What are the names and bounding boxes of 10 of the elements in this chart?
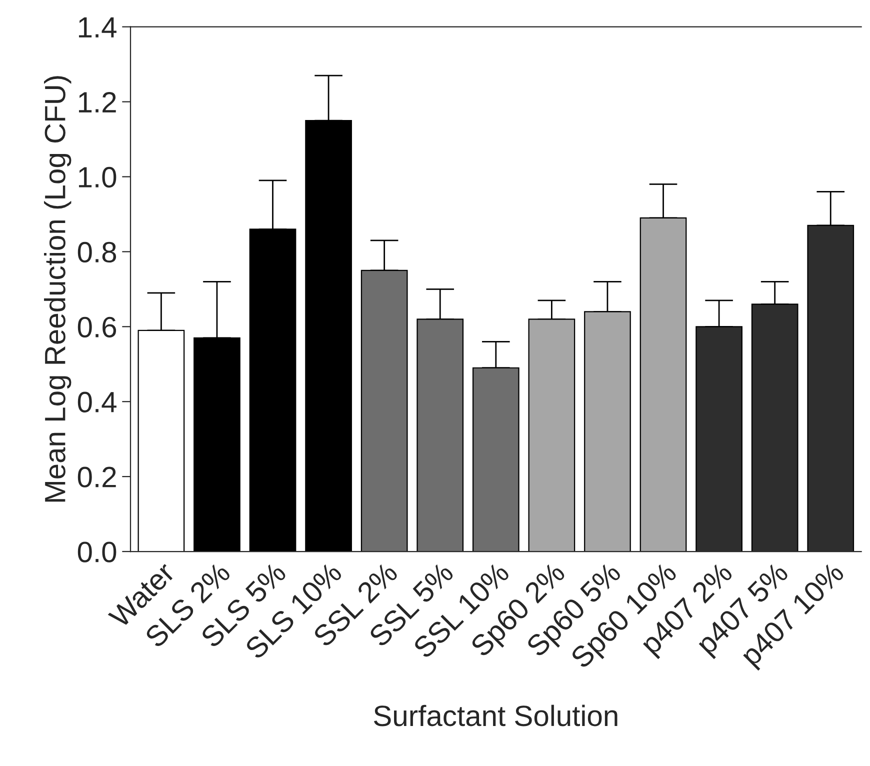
y-tick-label: 1.4 xyxy=(78,17,116,38)
y-tick-label: 0.4 xyxy=(78,392,116,412)
y-axis-title: Mean Log Reeduction (Log CFU) xyxy=(44,76,72,502)
y-tick-label: 1.2 xyxy=(78,92,116,112)
y-tick-label: 1.0 xyxy=(78,166,116,188)
y-tick-label: 0.8 xyxy=(78,242,116,263)
y-tick-label: 0.6 xyxy=(78,316,116,338)
x-axis-title: Surfactant Solution xyxy=(374,704,618,726)
y-tick-label: 0.2 xyxy=(78,466,116,488)
y-tick-label: 0.0 xyxy=(78,542,116,562)
